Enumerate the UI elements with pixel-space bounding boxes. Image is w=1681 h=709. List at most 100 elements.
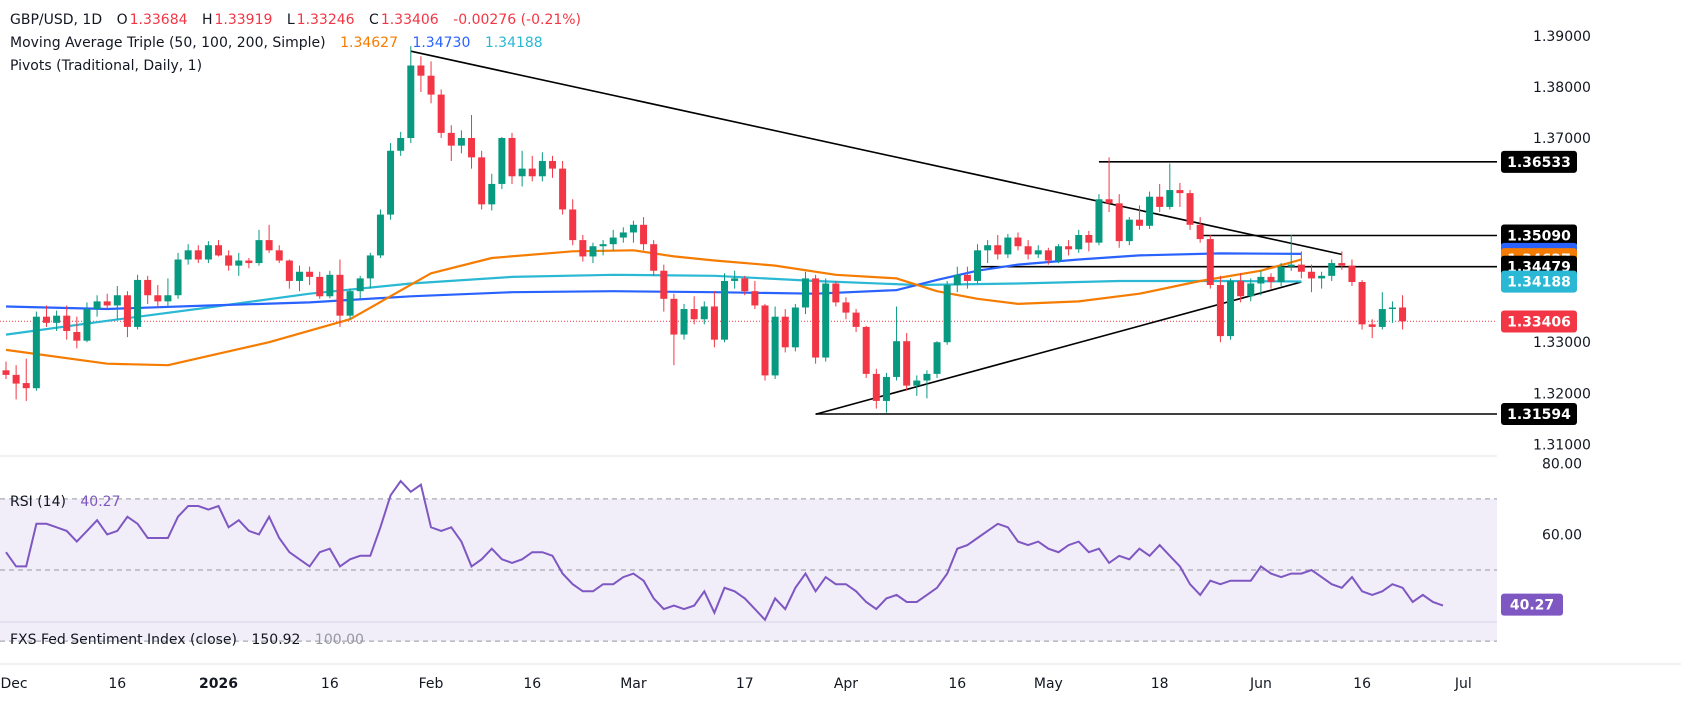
candle-body xyxy=(1318,275,1326,279)
candle xyxy=(407,46,415,144)
candle xyxy=(1024,240,1032,260)
candle xyxy=(741,275,749,296)
candle-body xyxy=(680,309,688,335)
candle-body xyxy=(73,332,81,341)
low-label: L xyxy=(286,12,295,28)
pivots-label: Pivots (Traditional, Daily, 1) xyxy=(10,58,203,74)
candle xyxy=(842,297,850,320)
rsi-line-path xyxy=(5,479,1444,622)
candle-body xyxy=(174,259,182,296)
candle xyxy=(376,209,384,258)
time-tick-label: 17 xyxy=(736,676,754,692)
candle xyxy=(1186,190,1194,230)
candle xyxy=(144,275,152,304)
candle-body xyxy=(265,240,273,251)
price-badge: 1.34188 xyxy=(1501,270,1577,293)
candle-body xyxy=(538,160,546,177)
candle-body xyxy=(882,376,890,401)
candle xyxy=(204,241,212,264)
candle xyxy=(1318,271,1326,289)
candle-body xyxy=(1014,237,1022,247)
candle xyxy=(538,152,546,182)
high-value: 1.33919 xyxy=(214,12,273,28)
candle xyxy=(751,280,759,310)
candle xyxy=(1004,233,1012,258)
candle xyxy=(1085,230,1093,252)
candle-body xyxy=(154,295,162,302)
time-tick-label: 16 xyxy=(523,676,541,692)
candle-body xyxy=(12,374,20,384)
rsi-legend: RSI (14) 40.27 xyxy=(10,494,122,510)
candle-body xyxy=(316,276,324,297)
candle xyxy=(508,132,516,184)
candle xyxy=(255,229,263,266)
candle xyxy=(22,358,30,401)
time-axis: Dec 16 2026 16 Feb 16 Mar 17 Apr 16 May 18 Jun 16 Jul xyxy=(0,676,1471,692)
candle-body xyxy=(1115,203,1123,242)
candle xyxy=(852,309,860,333)
candle-body xyxy=(943,285,951,343)
candle-body xyxy=(963,274,971,281)
candle-body xyxy=(1257,276,1265,284)
candle-body xyxy=(690,309,698,320)
candle-body xyxy=(468,137,476,158)
candle xyxy=(1135,205,1143,230)
candle-body xyxy=(113,295,121,306)
candle xyxy=(518,150,526,187)
candle-body xyxy=(1399,307,1407,322)
candle-body xyxy=(83,309,91,341)
candle-body xyxy=(984,245,992,251)
candle xyxy=(791,303,799,352)
candle-body xyxy=(1237,280,1245,297)
candle-body xyxy=(528,168,536,177)
candle xyxy=(548,155,556,178)
candle-body xyxy=(407,65,415,138)
high-label: H xyxy=(201,12,213,28)
candle xyxy=(812,274,820,364)
candle xyxy=(457,130,465,154)
price-badge: 1.33406 xyxy=(1501,310,1577,333)
candle-body xyxy=(1044,250,1052,261)
candle xyxy=(1054,244,1062,264)
candle-body xyxy=(893,341,901,377)
candle-body xyxy=(1065,246,1073,250)
low-value: 1.33246 xyxy=(296,12,355,28)
candle-body xyxy=(134,279,142,327)
candle xyxy=(994,235,1002,260)
candle xyxy=(801,271,809,315)
candle-body xyxy=(1338,263,1346,266)
ma200-value: 1.34188 xyxy=(484,35,543,51)
candle xyxy=(1247,278,1255,302)
candle xyxy=(366,252,374,289)
price-badge-bg xyxy=(1501,224,1577,247)
candle xyxy=(1237,273,1245,303)
candle-body xyxy=(1368,324,1376,327)
candle xyxy=(194,245,202,264)
candle-body xyxy=(660,270,668,299)
rsi-badge-bg xyxy=(1501,593,1563,616)
candle-body xyxy=(700,306,708,320)
candle-body xyxy=(144,279,152,296)
grid xyxy=(0,455,1681,665)
time-tick-label: Feb xyxy=(419,676,444,692)
candle-body xyxy=(285,260,293,281)
candle-body xyxy=(478,157,486,205)
candle-body xyxy=(619,232,627,238)
price-badge-bg xyxy=(1501,270,1577,293)
candle xyxy=(265,224,273,253)
time-tick-label: Jun xyxy=(1249,676,1272,692)
close-value: 1.33406 xyxy=(380,12,439,28)
candle-body xyxy=(42,316,50,323)
close-label: C xyxy=(369,12,379,28)
time-tick-label: May xyxy=(1034,676,1063,692)
candle xyxy=(822,278,830,362)
candle-body xyxy=(1186,193,1194,225)
rsi-badge: 40.27 xyxy=(1501,593,1563,616)
candle-body xyxy=(457,137,465,146)
candle-body xyxy=(761,305,769,376)
candle xyxy=(1206,235,1214,289)
candle-body xyxy=(559,168,567,210)
rsi-band xyxy=(0,498,1497,642)
candle xyxy=(974,244,982,284)
